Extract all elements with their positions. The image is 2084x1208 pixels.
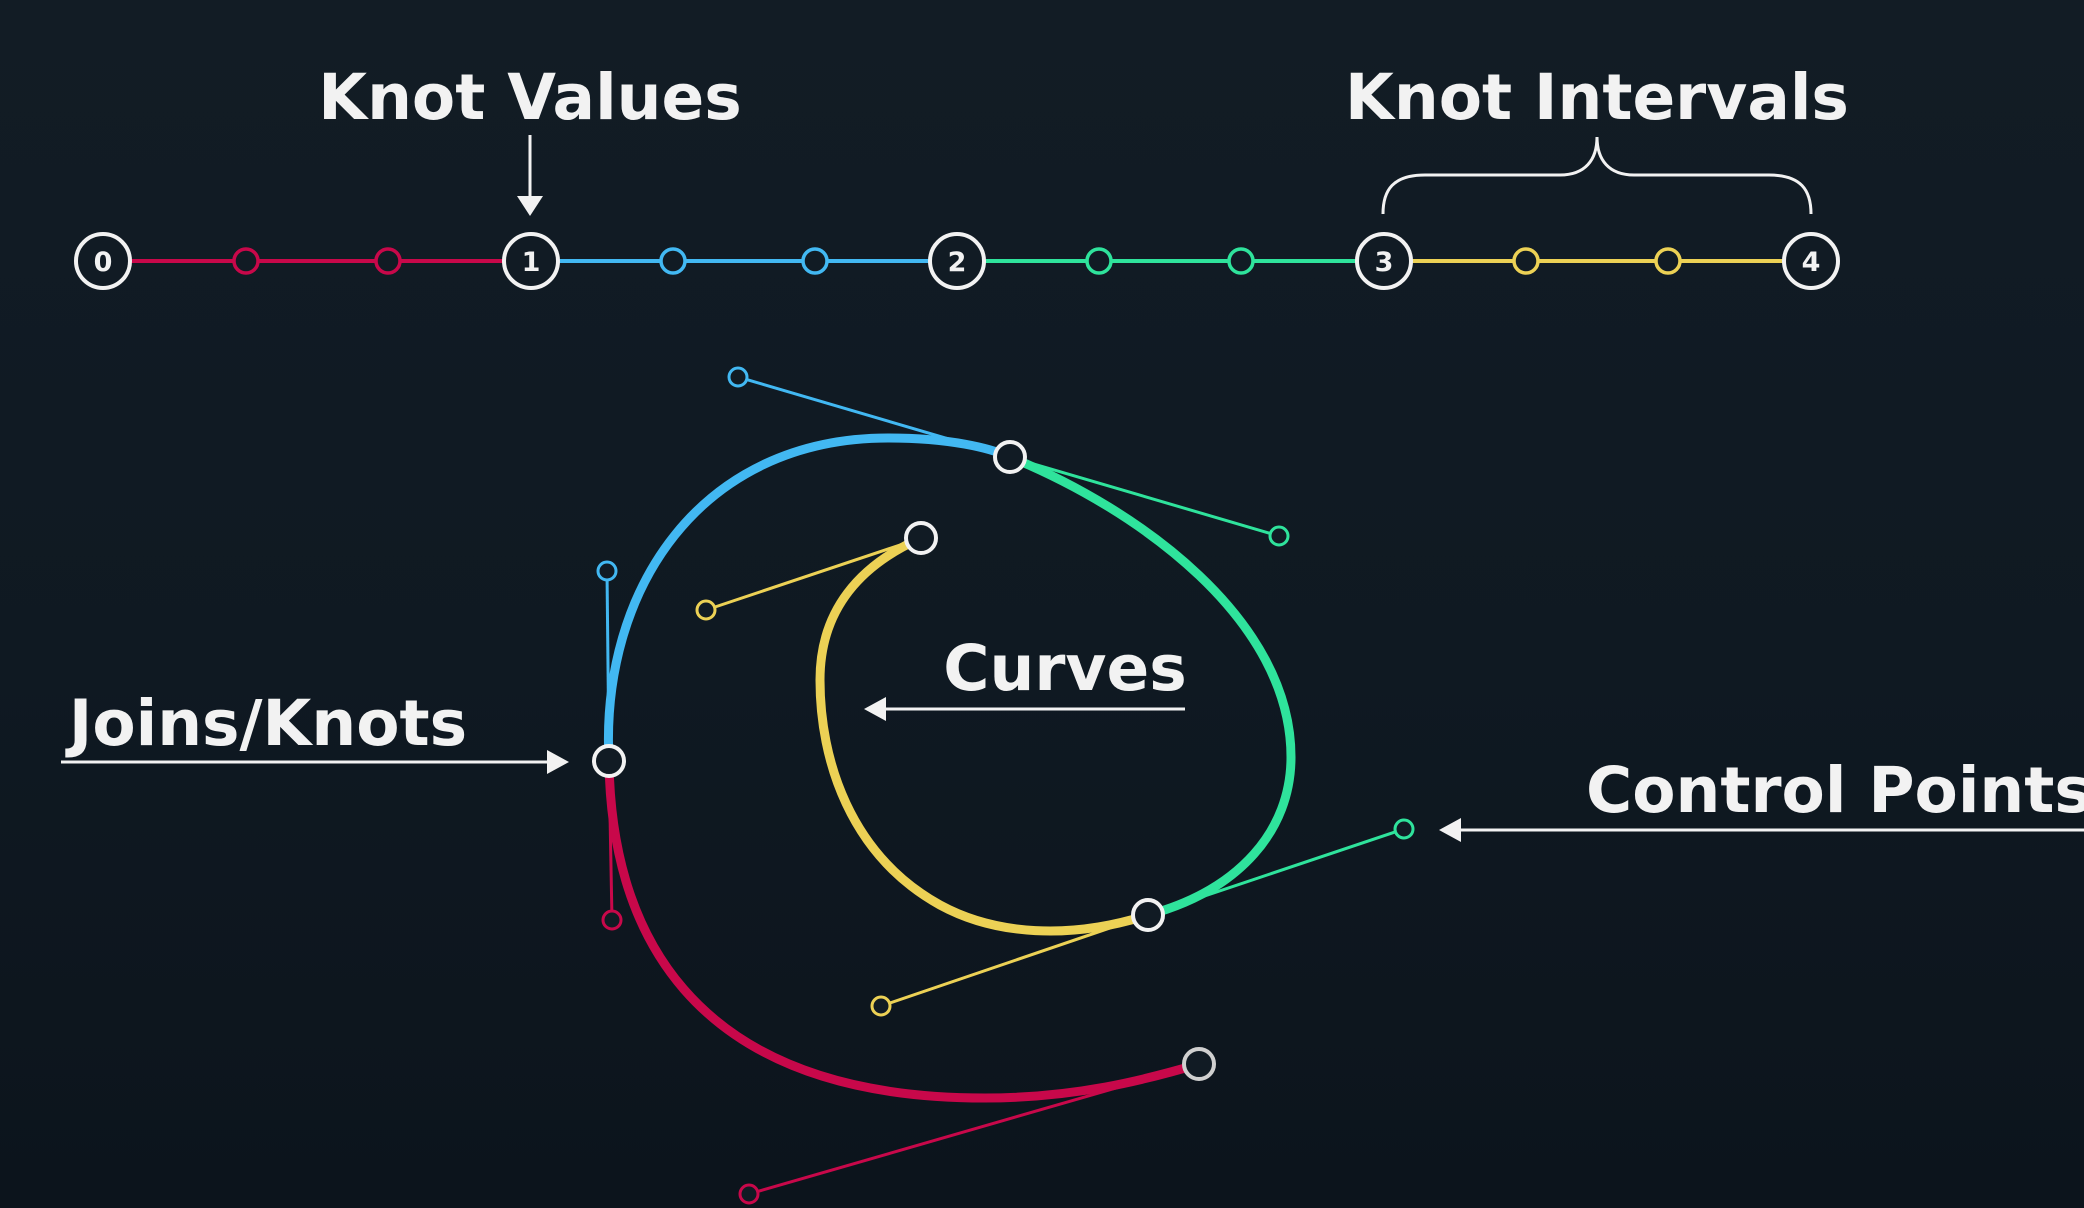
curves-arrow — [864, 697, 1185, 721]
knot-label: 4 — [1802, 247, 1821, 278]
joins — [592, 440, 1216, 1081]
joins-knots-label: Joins/Knots — [65, 687, 467, 760]
curve-segment-green — [1005, 452, 1296, 920]
control-point — [738, 1183, 760, 1205]
control-point — [695, 599, 717, 621]
control-point — [870, 995, 892, 1017]
interval-marker — [374, 247, 402, 275]
control-point — [596, 560, 618, 582]
handle-line-yellow — [705, 536, 922, 612]
knot-2: 2 — [928, 232, 986, 290]
curve-segment-yellow — [815, 533, 1153, 936]
join-point — [592, 744, 626, 778]
knot-intervals-brace — [1381, 136, 1813, 215]
curve-segment-blue — [603, 433, 1015, 766]
interval-marker — [1085, 247, 1113, 275]
knot-label: 2 — [948, 247, 967, 278]
control-point — [727, 366, 749, 388]
knot-values-label: Knot Values — [318, 61, 742, 134]
handle-line-green — [1009, 455, 1280, 538]
knot-4: 4 — [1782, 232, 1840, 290]
knot-label: 1 — [522, 247, 541, 278]
control-point — [1393, 818, 1415, 840]
control-points — [596, 366, 1415, 1205]
knot-values-arrow — [517, 135, 543, 216]
interval-marker — [1654, 247, 1682, 275]
interval-marker — [232, 247, 260, 275]
interval-marker — [801, 247, 829, 275]
knot-label: 0 — [94, 247, 113, 278]
curve-segment-red — [604, 756, 1204, 1103]
join-point — [1131, 898, 1165, 932]
joins-knots-arrow — [61, 750, 569, 774]
control-point — [1268, 525, 1290, 547]
join-point — [993, 440, 1027, 474]
interval-marker — [1227, 247, 1255, 275]
knot-intervals-label: Knot Intervals — [1345, 61, 1849, 134]
join-point — [904, 521, 938, 555]
interval-marker — [659, 247, 687, 275]
knot-line: 0 1 2 3 4 — [74, 232, 1840, 290]
interval-marker — [1512, 247, 1540, 275]
curves-label: Curves — [943, 632, 1186, 705]
control-point — [601, 909, 623, 931]
control-points-arrow — [1439, 818, 2084, 842]
control-points-label: Control Points — [1586, 754, 2084, 827]
knot-1: 1 — [502, 232, 560, 290]
knot-label: 3 — [1375, 247, 1394, 278]
join-point — [1182, 1047, 1216, 1081]
knot-0: 0 — [74, 232, 132, 290]
knot-3: 3 — [1355, 232, 1413, 290]
curves — [603, 433, 1296, 1103]
